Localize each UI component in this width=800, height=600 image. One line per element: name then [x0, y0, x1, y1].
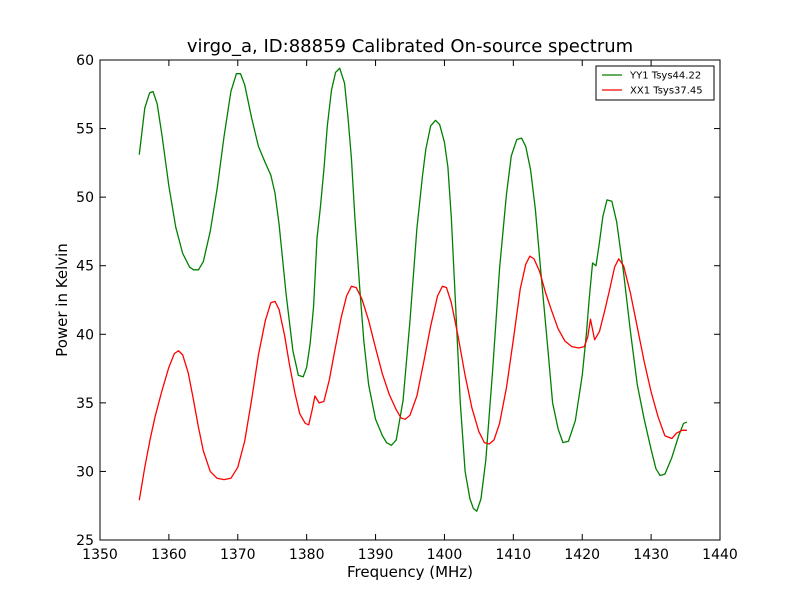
chart-title: virgo_a, ID:88859 Calibrated On-source s…: [187, 36, 633, 57]
legend-label-yy1: YY1 Tsys44.22: [629, 71, 701, 82]
y-tick-label: 60: [76, 53, 94, 69]
y-tick-label: 45: [76, 259, 94, 275]
x-tick-label: 1410: [496, 547, 532, 563]
x-tick-label: 1420: [564, 547, 600, 563]
y-tick-label: 35: [76, 396, 94, 412]
series-line-0: [138, 67, 688, 512]
x-tick-label: 1370: [220, 547, 256, 563]
x-axis-label: Frequency (MHz): [347, 563, 473, 581]
x-tick-label: 1430: [633, 547, 669, 563]
legend-label-xx1: XX1 Tsys37.45: [630, 86, 703, 97]
x-tick-label: 1400: [427, 547, 463, 563]
legend: YY1 Tsys44.22 XX1 Tsys37.45: [595, 65, 715, 101]
series-layer: [138, 67, 688, 512]
x-tick-label: 1380: [289, 547, 325, 563]
x-tick-label: 1390: [358, 547, 394, 563]
plot-area-frame: [99, 59, 721, 541]
y-tick-label: 40: [76, 327, 94, 343]
legend-box: [595, 65, 715, 101]
y-tick-label: 50: [76, 190, 94, 206]
x-tick-label: 1350: [82, 547, 118, 563]
x-tick-label: 1440: [702, 547, 738, 563]
series-line-1: [138, 255, 687, 501]
y-tick-label: 30: [76, 464, 94, 480]
x-tick-label: 1360: [151, 547, 187, 563]
y-tick-label: 25: [76, 533, 94, 549]
y-axis-label: Power in Kelvin: [53, 243, 71, 357]
y-tick-label: 55: [76, 122, 94, 138]
ticks-layer: 1350 1360 1370 1380 1390 1400 1410 1420 1430 1440…: [76, 53, 738, 563]
